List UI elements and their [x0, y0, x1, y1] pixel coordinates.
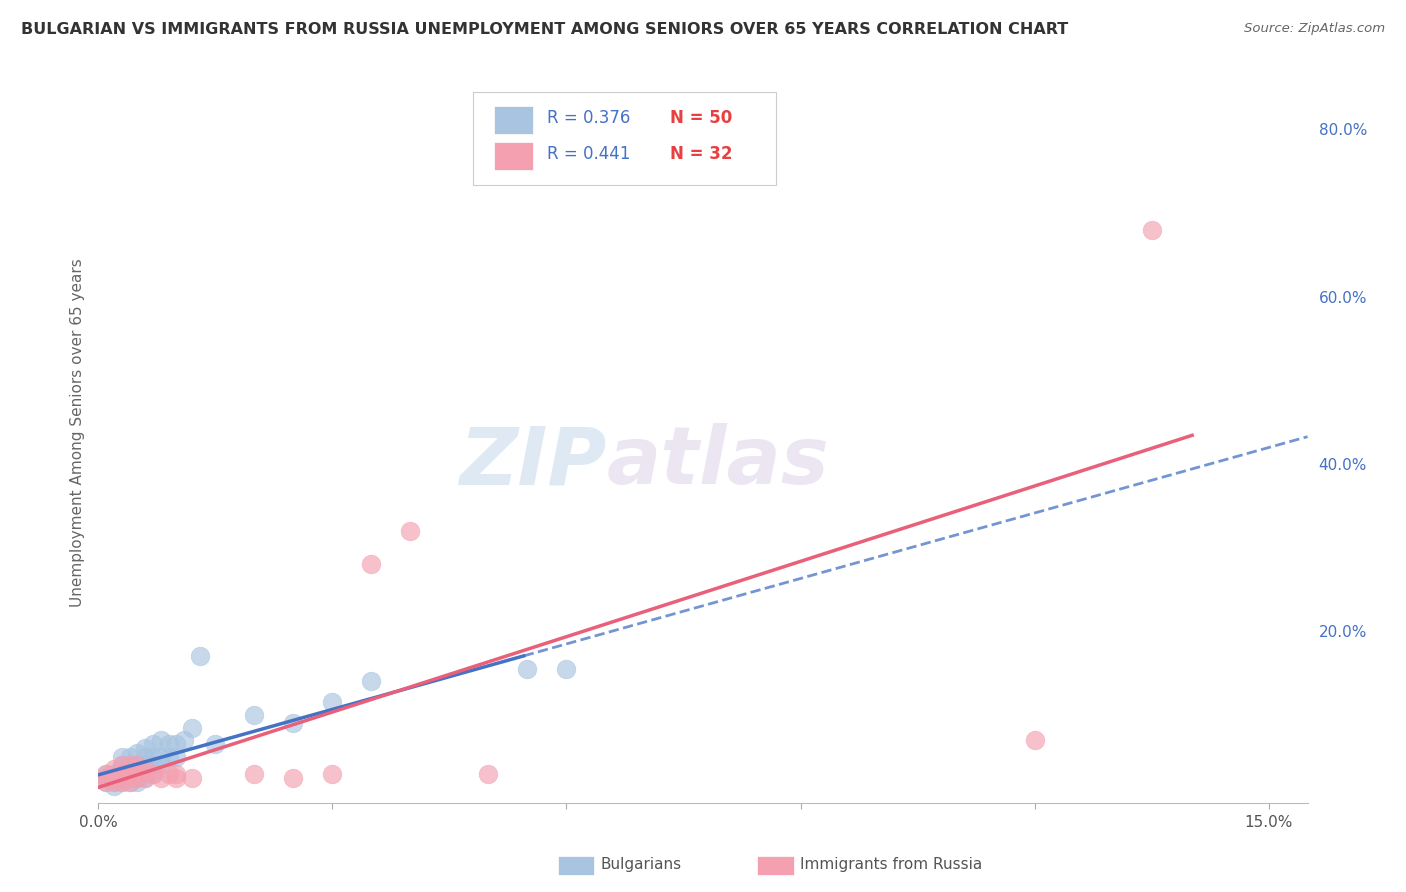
Point [134, 758, 156, 772]
Point [103, 771, 125, 785]
Point [243, 708, 266, 723]
Y-axis label: Unemployment Among Seniors over 65 years: Unemployment Among Seniors over 65 years [69, 259, 84, 607]
Point [142, 766, 165, 780]
Text: Immigrants from Russia: Immigrants from Russia [800, 856, 981, 871]
Point [111, 766, 134, 780]
Point [111, 758, 134, 772]
Text: R = 0.441: R = 0.441 [547, 145, 630, 162]
Point [96, 775, 118, 789]
Point [283, 716, 305, 731]
Point [103, 762, 125, 776]
Point [516, 662, 538, 676]
Point [157, 766, 180, 780]
Point [134, 771, 156, 785]
Point [111, 771, 134, 785]
Point [360, 674, 382, 689]
Point [1024, 733, 1046, 747]
Point [134, 771, 156, 785]
Point [165, 771, 187, 785]
Point [111, 749, 134, 764]
Text: BULGARIAN VS IMMIGRANTS FROM RUSSIA UNEMPLOYMENT AMONG SENIORS OVER 65 YEARS COR: BULGARIAN VS IMMIGRANTS FROM RUSSIA UNEM… [21, 22, 1069, 37]
Point [1140, 223, 1163, 237]
Point [134, 766, 156, 780]
Point [165, 737, 187, 751]
Point [103, 775, 125, 789]
Point [118, 749, 141, 764]
Text: N = 32: N = 32 [671, 145, 733, 162]
FancyBboxPatch shape [558, 856, 595, 875]
Point [142, 737, 165, 751]
Point [127, 758, 149, 772]
Point [127, 771, 149, 785]
Point [118, 766, 141, 780]
Point [360, 558, 382, 572]
Point [118, 758, 141, 772]
Point [127, 746, 149, 760]
Text: Bulgarians: Bulgarians [600, 856, 682, 871]
Point [555, 662, 578, 676]
Point [111, 758, 134, 772]
FancyBboxPatch shape [758, 856, 794, 875]
Point [204, 737, 226, 751]
Text: N = 50: N = 50 [671, 109, 733, 127]
Point [118, 758, 141, 772]
Point [149, 771, 172, 785]
Point [127, 762, 149, 776]
Point [165, 749, 187, 764]
Point [321, 766, 343, 780]
Point [134, 741, 156, 756]
Point [181, 721, 204, 735]
FancyBboxPatch shape [494, 106, 533, 135]
Point [149, 758, 172, 772]
Point [111, 766, 134, 780]
Point [96, 771, 118, 785]
Point [127, 771, 149, 785]
Text: R = 0.376: R = 0.376 [547, 109, 630, 127]
Point [127, 766, 149, 780]
Point [103, 766, 125, 780]
Point [134, 762, 156, 776]
Point [127, 775, 149, 789]
Point [111, 771, 134, 785]
Point [118, 771, 141, 785]
Point [96, 766, 118, 780]
Point [477, 766, 499, 780]
Point [103, 779, 125, 793]
Point [173, 733, 195, 747]
Point [118, 766, 141, 780]
Point [399, 524, 422, 538]
Point [118, 775, 141, 789]
Point [283, 771, 305, 785]
Point [103, 775, 125, 789]
Text: atlas: atlas [606, 423, 830, 501]
Point [118, 775, 141, 789]
FancyBboxPatch shape [494, 142, 533, 169]
Point [181, 771, 204, 785]
Text: Source: ZipAtlas.com: Source: ZipAtlas.com [1244, 22, 1385, 36]
FancyBboxPatch shape [474, 92, 776, 185]
Point [142, 766, 165, 780]
Point [321, 695, 343, 709]
Point [149, 733, 172, 747]
Point [96, 766, 118, 780]
Point [111, 775, 134, 789]
Point [111, 775, 134, 789]
Point [165, 766, 187, 780]
Point [96, 771, 118, 785]
Point [103, 771, 125, 785]
Point [157, 737, 180, 751]
Point [149, 749, 172, 764]
Point [111, 762, 134, 776]
Point [142, 758, 165, 772]
Point [134, 749, 156, 764]
Text: ZIP: ZIP [458, 423, 606, 501]
Point [157, 749, 180, 764]
Point [142, 749, 165, 764]
Point [243, 766, 266, 780]
Point [96, 775, 118, 789]
Point [127, 766, 149, 780]
Point [127, 758, 149, 772]
Point [188, 649, 211, 664]
